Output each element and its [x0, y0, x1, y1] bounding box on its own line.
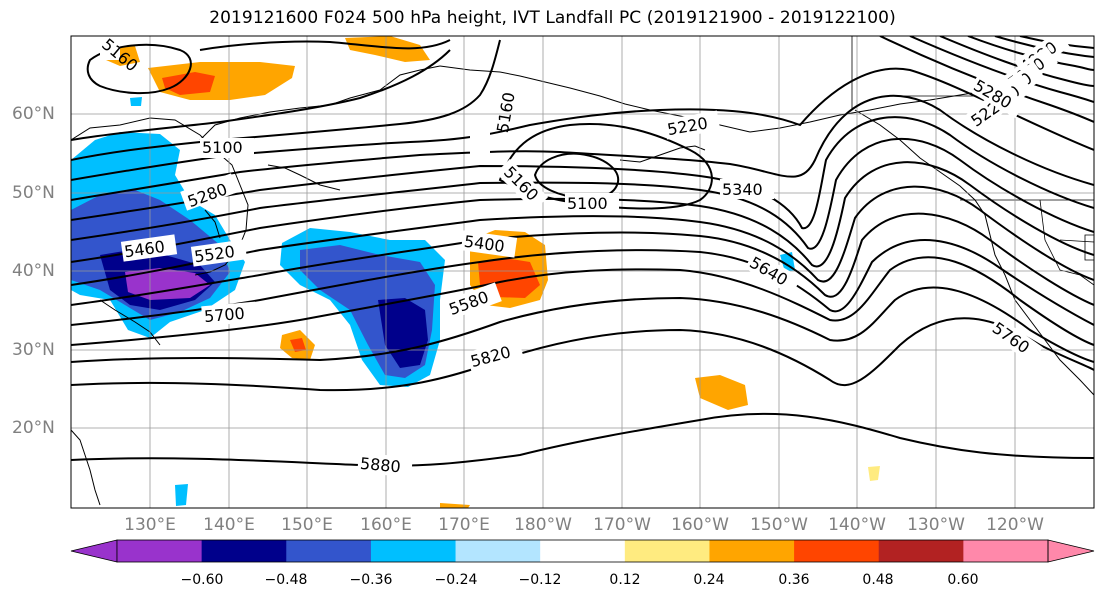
lat-label-50n: 50°N	[12, 183, 55, 203]
positive-anomaly-north2	[345, 36, 430, 62]
lat-label-60n: 60°N	[12, 104, 55, 124]
lon-label-140w: 140°W	[828, 515, 886, 535]
contour-label-5340: 5340	[722, 180, 763, 199]
colorbar-label-neg024: −0.24	[434, 572, 478, 588]
positive-anomaly-small-c	[868, 466, 880, 481]
lon-label-130w: 130°W	[907, 515, 965, 535]
lon-label-160w: 160°W	[671, 515, 729, 535]
colorbar-box	[201, 540, 287, 562]
map-title: 2019121600 F024 500 hPa height, IVT Land…	[209, 8, 896, 28]
contour-5100-low	[533, 152, 620, 200]
lat-label-40n: 40°N	[12, 261, 55, 281]
colorbar-label-036: 0.36	[778, 572, 810, 588]
colorbar-label-neg012: −0.12	[518, 572, 562, 588]
lon-label-180w: 180°W	[514, 515, 572, 535]
lon-label-150e: 150°E	[281, 515, 333, 535]
contour-north-a	[199, 39, 451, 51]
colorbar	[70, 539, 1095, 563]
positive-anomaly-hawaii	[695, 375, 748, 410]
colorbar-box	[455, 540, 541, 562]
contour-5880	[71, 412, 1094, 467]
colorbar-label-neg060: −0.60	[180, 572, 224, 588]
contour-n3	[939, 36, 1094, 87]
contour-label-5700: 5700	[203, 304, 245, 326]
colorbar-box	[794, 540, 880, 562]
negative-anomaly-small-e	[175, 484, 188, 506]
colorbar-label-012: 0.12	[609, 572, 641, 588]
contour-5160	[71, 39, 501, 161]
colorbar-left-triangle	[70, 539, 118, 563]
negative-anomaly-north	[130, 97, 142, 106]
contour-5700	[71, 256, 1094, 346]
lat-label-20n: 20°N	[12, 418, 55, 438]
lon-label-140e: 140°E	[203, 515, 255, 535]
positive-anomaly-north-inner	[162, 72, 215, 95]
contour-5100	[71, 49, 451, 141]
contour-5460	[71, 161, 1094, 268]
lon-label-150w: 150°W	[750, 515, 808, 535]
colorbar-right-triangle	[1047, 539, 1095, 563]
colorbar-box	[370, 540, 457, 562]
lon-label-170e: 170°E	[438, 515, 490, 535]
positive-anomaly-small-b	[440, 503, 470, 508]
contour-5280	[71, 94, 1094, 201]
lon-label-130e: 130°E	[124, 515, 176, 535]
contour-label-5880: 5880	[359, 454, 401, 476]
colorbar-label-neg036: −0.36	[349, 572, 393, 588]
contour-5580	[71, 212, 1094, 306]
contour-label-5100b: 5100	[567, 194, 608, 213]
lon-label-160e: 160°E	[360, 515, 412, 535]
map-border	[70, 35, 1095, 509]
contour-5820	[71, 317, 1094, 392]
colorbar-box	[540, 540, 626, 562]
colorbar-box	[117, 540, 203, 562]
contour-label-5100a: 5100	[202, 138, 243, 157]
colorbar-label-024: 0.24	[693, 572, 725, 588]
negative-anomaly-central-inner	[378, 298, 428, 368]
colorbar-box	[963, 540, 1049, 562]
contour-5520	[71, 185, 1094, 286]
colorbar-box	[286, 540, 372, 562]
positive-anomaly-small-a-inner	[290, 338, 306, 352]
lon-label-120w: 120°W	[986, 515, 1044, 535]
contour-5760	[71, 286, 1094, 363]
negative-anomaly-west-core	[125, 268, 210, 300]
colorbar-box	[878, 540, 964, 562]
contour-5040	[86, 43, 192, 95]
colorbar-label-060: 0.60	[947, 572, 979, 588]
contour-5640	[71, 239, 1094, 326]
colorbar-box	[624, 540, 710, 562]
contour-n2	[909, 36, 1094, 103]
lon-label-170w: 170°W	[593, 515, 651, 535]
colorbar-label-048: 0.48	[862, 572, 894, 588]
lat-label-30n: 30°N	[12, 340, 55, 360]
contour-n4	[967, 36, 1094, 71]
colorbar-label-neg048: −0.48	[264, 572, 308, 588]
colorbar-box	[709, 540, 795, 562]
